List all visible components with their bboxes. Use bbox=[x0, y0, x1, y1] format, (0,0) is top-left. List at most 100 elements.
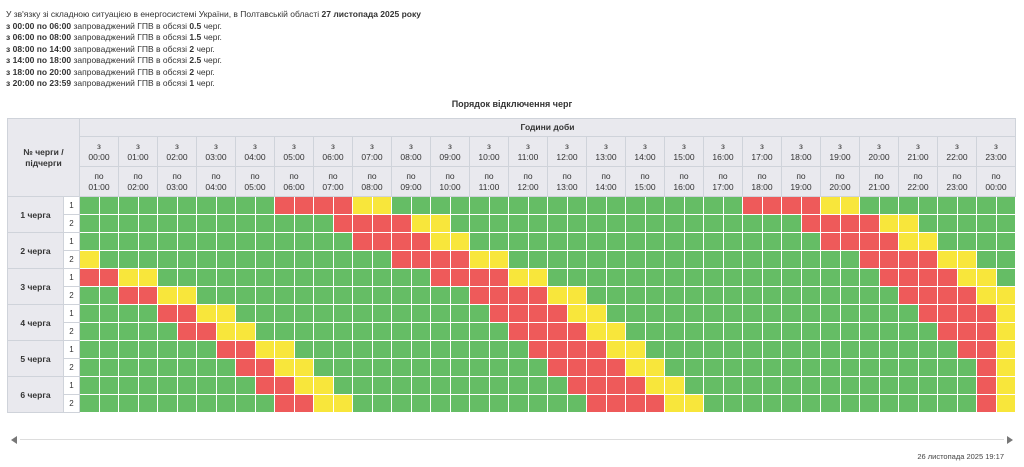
from-word: з bbox=[214, 140, 218, 151]
hour-end-label: 17:00 bbox=[712, 181, 734, 192]
slot-power-off bbox=[917, 286, 938, 305]
slot-power-on bbox=[196, 250, 217, 269]
chevron-right-icon[interactable] bbox=[1007, 436, 1013, 444]
hour-end-label: 13:00 bbox=[556, 181, 578, 192]
hour-start-label: 08:00 bbox=[400, 151, 422, 162]
slot-power-off bbox=[800, 196, 821, 215]
hour-start-header: з 19:00 bbox=[820, 136, 860, 167]
slot-power-on bbox=[254, 268, 275, 287]
slot-power-on bbox=[898, 394, 919, 413]
slot-power-off bbox=[839, 214, 860, 233]
table-row: 2 bbox=[8, 358, 1016, 377]
slot-power-possible-off bbox=[410, 214, 431, 233]
slot-power-off bbox=[488, 286, 509, 305]
slot-power-on bbox=[118, 250, 139, 269]
slot-power-on bbox=[235, 232, 256, 251]
slot-power-on bbox=[586, 196, 607, 215]
slot-power-on bbox=[313, 250, 334, 269]
slot-power-on bbox=[761, 286, 782, 305]
slot-power-on bbox=[157, 214, 178, 233]
slot-power-on bbox=[742, 268, 763, 287]
slot-power-on bbox=[664, 232, 685, 251]
slot-power-on bbox=[488, 196, 509, 215]
slot-power-on bbox=[586, 232, 607, 251]
slot-power-on bbox=[781, 250, 802, 269]
slot-power-on bbox=[157, 358, 178, 377]
slot-power-on bbox=[703, 214, 724, 233]
chevron-left-icon[interactable] bbox=[11, 436, 17, 444]
slot-power-on bbox=[527, 232, 548, 251]
horizontal-scrollbar[interactable] bbox=[0, 433, 1024, 447]
slot-power-on bbox=[137, 322, 158, 341]
slot-power-on bbox=[839, 394, 860, 413]
slot-power-on bbox=[352, 250, 373, 269]
table-row: 2 bbox=[8, 322, 1016, 341]
to-word: по bbox=[679, 170, 689, 181]
slot-power-on bbox=[547, 394, 568, 413]
slot-power-on bbox=[761, 376, 782, 395]
slot-power-on bbox=[391, 196, 412, 215]
slot-power-off bbox=[937, 304, 958, 323]
slot-power-on bbox=[449, 322, 470, 341]
slot-power-off bbox=[469, 268, 490, 287]
slot-power-on bbox=[196, 340, 217, 359]
slot-power-on bbox=[898, 322, 919, 341]
slot-power-on bbox=[820, 394, 841, 413]
slot-power-on bbox=[859, 196, 880, 215]
hour-start-label: 16:00 bbox=[712, 151, 734, 162]
slot-power-on bbox=[644, 286, 665, 305]
hour-start-label: 15:00 bbox=[673, 151, 695, 162]
hour-end-header: по 09:00 bbox=[391, 166, 431, 197]
slot-power-on bbox=[683, 250, 704, 269]
hour-start-label: 19:00 bbox=[829, 151, 851, 162]
slot-power-possible-off bbox=[430, 214, 451, 233]
slot-power-on bbox=[527, 394, 548, 413]
slot-power-on bbox=[274, 214, 295, 233]
slot-power-on bbox=[781, 268, 802, 287]
slot-power-on bbox=[917, 340, 938, 359]
slot-power-on bbox=[449, 340, 470, 359]
slot-power-on bbox=[313, 286, 334, 305]
slot-power-on bbox=[547, 214, 568, 233]
slot-power-on bbox=[664, 340, 685, 359]
slot-power-on bbox=[79, 232, 100, 251]
slot-power-on bbox=[137, 232, 158, 251]
slot-power-on bbox=[391, 358, 412, 377]
scroll-track[interactable] bbox=[20, 439, 1004, 440]
slot-power-on bbox=[449, 286, 470, 305]
slot-power-possible-off bbox=[898, 232, 919, 251]
slot-power-on bbox=[235, 304, 256, 323]
slot-power-off bbox=[235, 340, 256, 359]
to-word: по bbox=[757, 170, 767, 181]
slot-power-on bbox=[508, 232, 529, 251]
slot-power-on bbox=[937, 358, 958, 377]
hour-end-header: по 08:00 bbox=[352, 166, 392, 197]
slot-power-on bbox=[722, 358, 743, 377]
slot-power-on bbox=[547, 250, 568, 269]
slot-power-on bbox=[332, 340, 353, 359]
hour-end-label: 03:00 bbox=[166, 181, 188, 192]
hour-end-label: 04:00 bbox=[205, 181, 227, 192]
slot-power-on bbox=[371, 286, 392, 305]
slot-power-on bbox=[683, 214, 704, 233]
slot-power-on bbox=[430, 304, 451, 323]
slot-power-on bbox=[469, 196, 490, 215]
slot-power-off bbox=[644, 394, 665, 413]
slot-power-possible-off bbox=[956, 250, 977, 269]
slot-power-on bbox=[683, 376, 704, 395]
slot-power-on bbox=[137, 358, 158, 377]
slot-power-possible-off bbox=[839, 196, 860, 215]
hour-end-label: 07:00 bbox=[322, 181, 344, 192]
slot-power-on bbox=[274, 322, 295, 341]
slot-power-on bbox=[878, 322, 899, 341]
slot-power-on bbox=[98, 376, 119, 395]
slot-power-on bbox=[215, 286, 236, 305]
slot-power-on bbox=[176, 394, 197, 413]
slot-power-possible-off bbox=[137, 268, 158, 287]
slot-power-on bbox=[410, 286, 431, 305]
slot-power-on bbox=[956, 232, 977, 251]
slot-power-on bbox=[196, 358, 217, 377]
slot-power-on bbox=[937, 394, 958, 413]
slot-power-on bbox=[742, 358, 763, 377]
hour-start-header: з 20:00 bbox=[859, 136, 899, 167]
